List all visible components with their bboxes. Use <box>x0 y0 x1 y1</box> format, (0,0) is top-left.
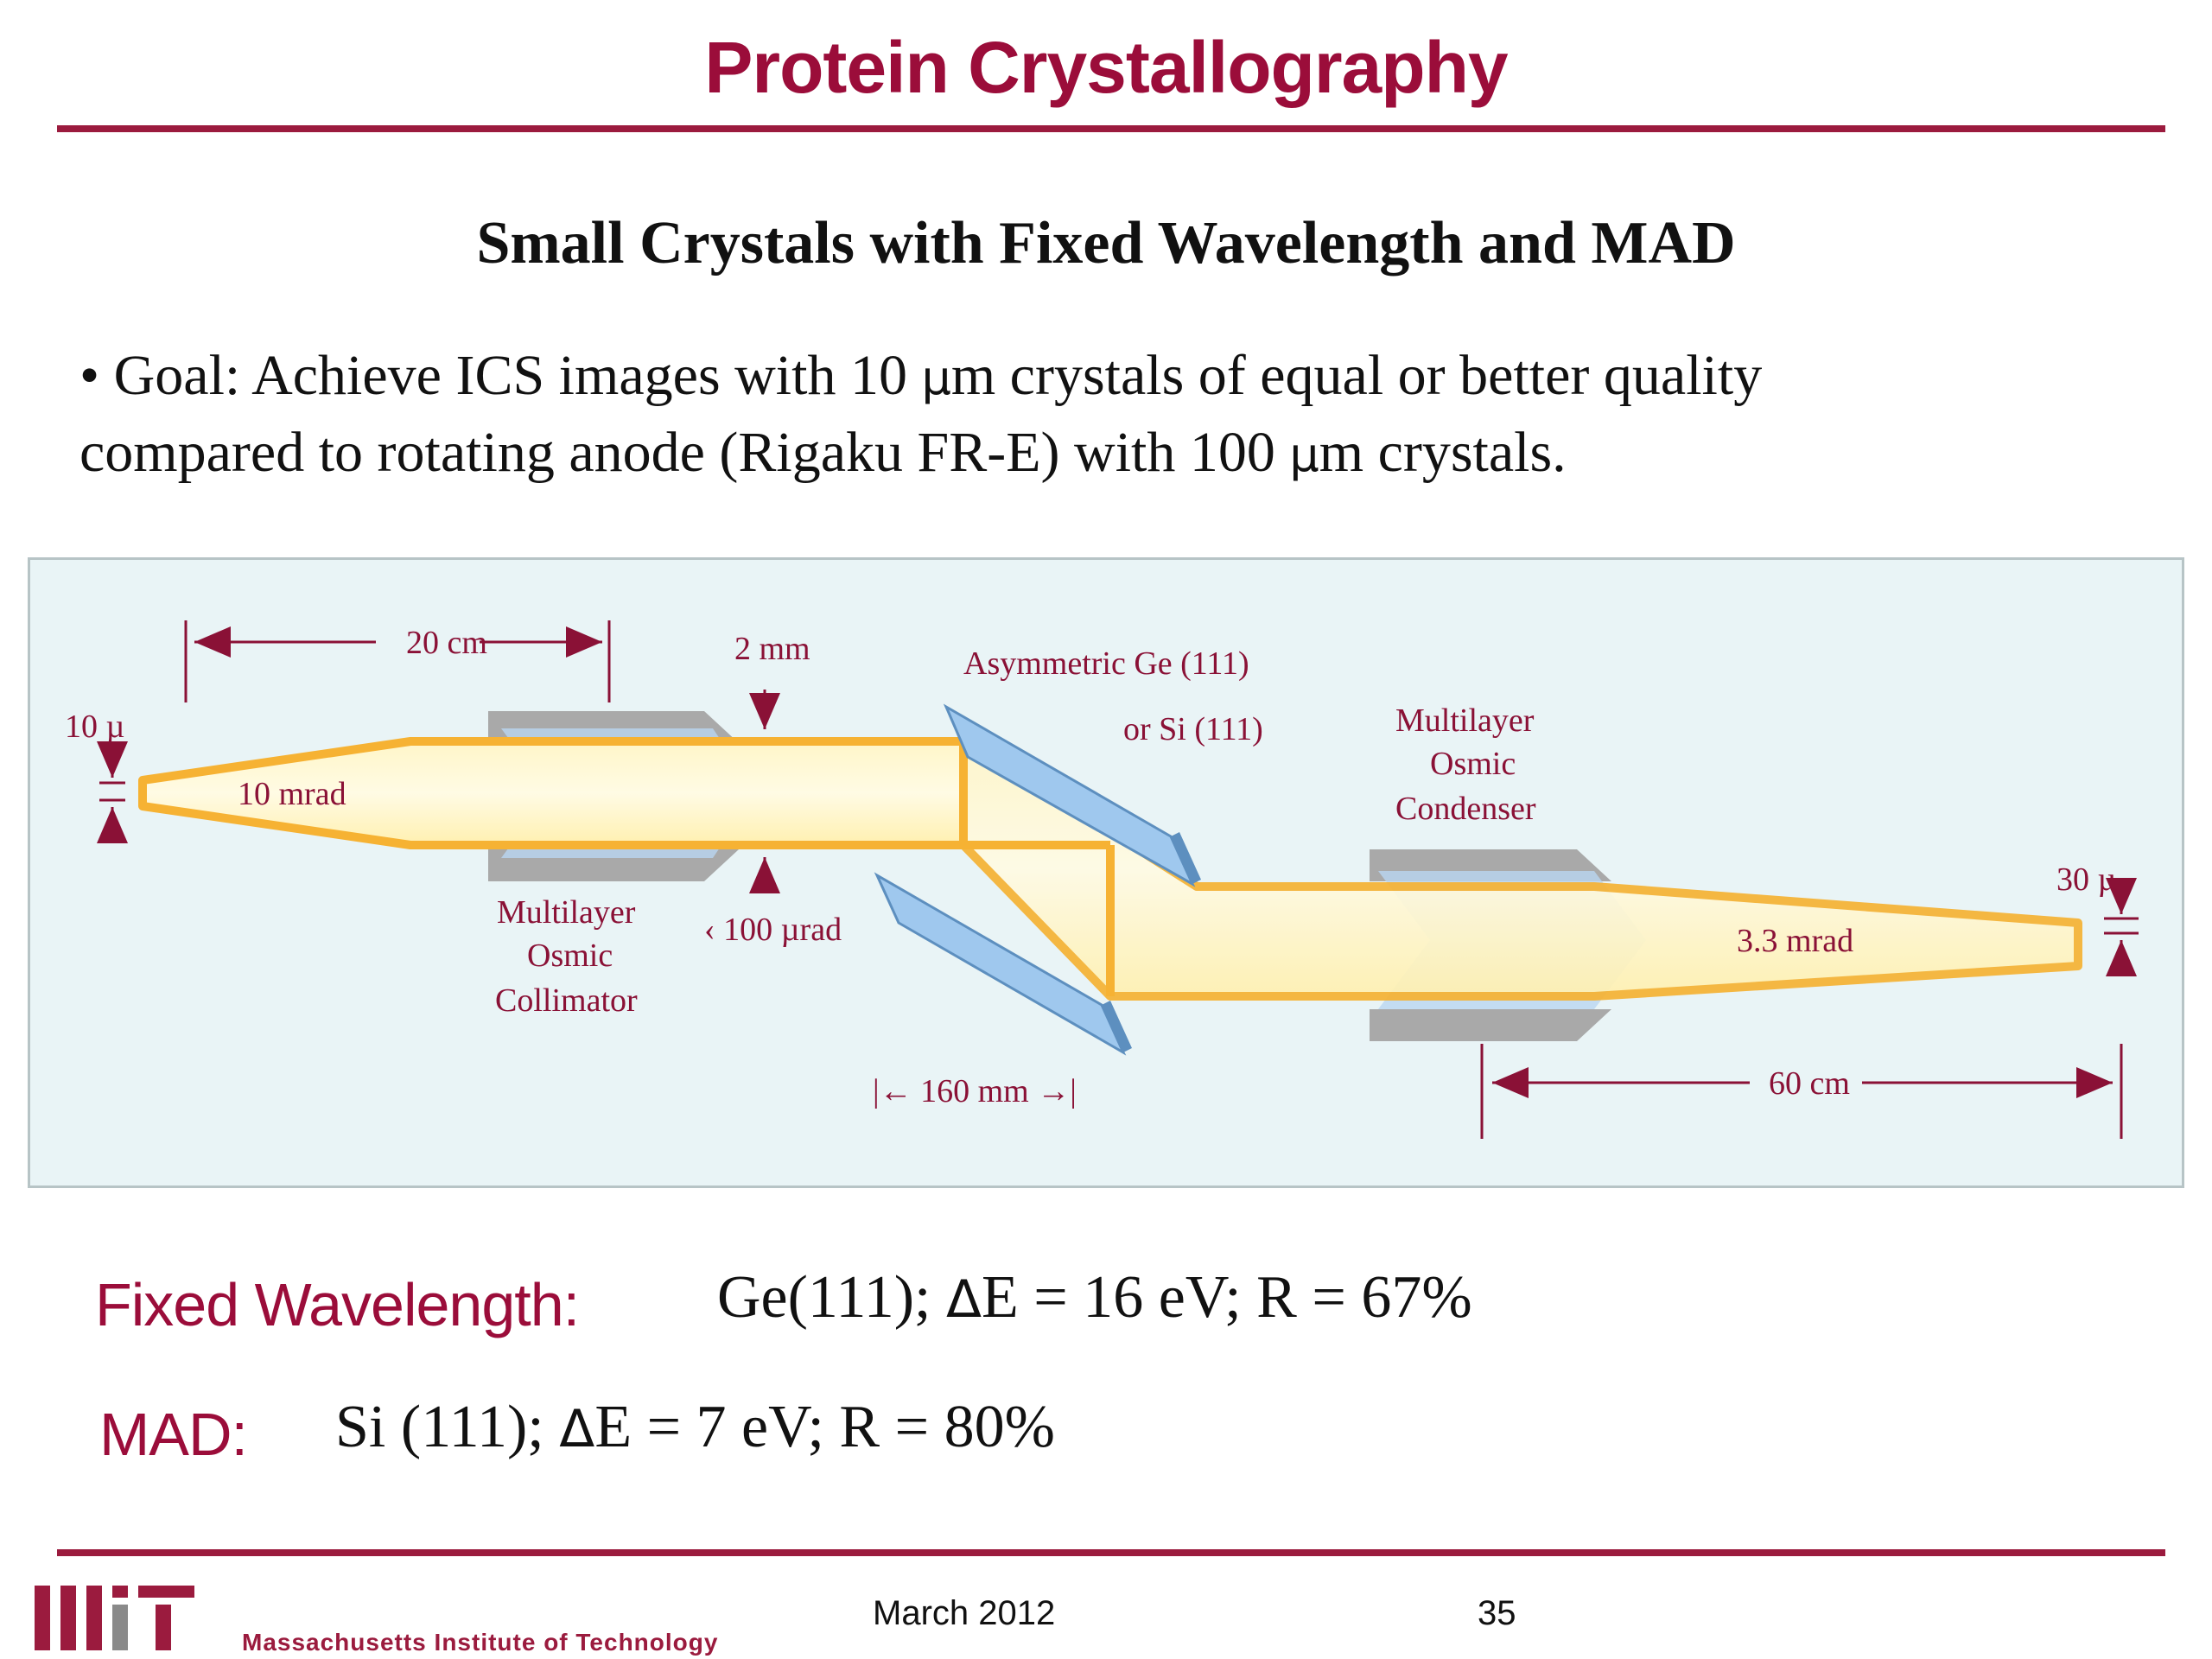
asymmetric-crystal-upper <box>943 703 1201 887</box>
label-condenser-3: Condenser <box>1395 791 1536 827</box>
label-3-3mrad: 3.3 mrad <box>1737 923 1853 959</box>
institution-name: Massachusetts Institute of Technology <box>242 1629 719 1656</box>
label-asymmetric: Asymmetric Ge (111) <box>963 645 1249 682</box>
footer-rule <box>57 1549 2165 1556</box>
mad-energy-reflectivity: E = 7 eV; R = 80% <box>594 1394 1055 1460</box>
mit-logo <box>35 1586 194 1655</box>
fixed-energy-reflectivity: E = 16 eV; R = 67% <box>982 1264 1472 1331</box>
label-20cm: 20 cm <box>406 625 487 661</box>
micro-symbol: µ <box>921 351 951 405</box>
goal-text-1a: • Goal: Achieve ICS images with 10 <box>79 344 922 407</box>
label-160mm: |← 160 mm →| <box>873 1073 1077 1109</box>
mad-label: MAD: <box>99 1401 248 1468</box>
label-condenser-1: Multilayer <box>1395 702 1535 739</box>
title-rule <box>57 125 2165 132</box>
delta-symbol: Δ <box>559 1399 595 1459</box>
beamline-svg: 20 cm 2 mm Asymmetric Ge (111) or Si (11… <box>65 620 2139 1139</box>
label-10mu: 10 µ <box>65 709 124 745</box>
fixed-wavelength-label: Fixed Wavelength: <box>95 1271 580 1338</box>
asymmetric-crystal-lower <box>874 872 1132 1056</box>
footer-date: March 2012 <box>873 1594 1056 1632</box>
goal-bullet: • Goal: Achieve ICS images with 10 µm cr… <box>79 339 2136 493</box>
goal-line-2: compared to rotating anode (Rigaku FR-E)… <box>79 416 2136 493</box>
slide-subtitle: Small Crystals with Fixed Wavelength and… <box>476 210 1736 276</box>
label-100urad: ‹ 100 µrad <box>704 912 842 948</box>
goal-text-2a: compared to rotating anode (Rigaku FR-E)… <box>79 421 1290 484</box>
fixed-wavelength-value: Ge(111); ΔE = 16 eV; R = 67% <box>717 1263 1472 1332</box>
label-or-si: or Si (111) <box>1123 711 1263 747</box>
goal-text-1b: m crystals of equal or better quality <box>950 344 1763 407</box>
micro-symbol: µ <box>1289 428 1319 482</box>
page-number: 35 <box>1478 1594 1516 1632</box>
mad-crystal: Si (111); <box>335 1394 560 1460</box>
label-60cm: 60 cm <box>1769 1065 1850 1102</box>
label-collimator-1: Multilayer <box>497 894 636 931</box>
mad-value: Si (111); ΔE = 7 eV; R = 80% <box>335 1393 1055 1462</box>
fixed-crystal: Ge(111); <box>717 1264 946 1331</box>
label-collimator-2: Osmic <box>527 938 613 974</box>
beamline-diagram: 20 cm 2 mm Asymmetric Ge (111) or Si (11… <box>28 557 2184 1188</box>
label-10mrad: 10 mrad <box>238 776 346 812</box>
label-30mu: 30 µ <box>2056 861 2116 898</box>
goal-text-2b: m crystals. <box>1319 421 1567 484</box>
label-collimator-3: Collimator <box>495 982 638 1019</box>
delta-symbol: Δ <box>946 1269 982 1330</box>
label-2mm: 2 mm <box>734 631 810 667</box>
label-condenser-2: Osmic <box>1430 746 1516 782</box>
goal-line-1: • Goal: Achieve ICS images with 10 µm cr… <box>79 339 2136 416</box>
slide-title: Protein Crystallography <box>704 27 1508 108</box>
